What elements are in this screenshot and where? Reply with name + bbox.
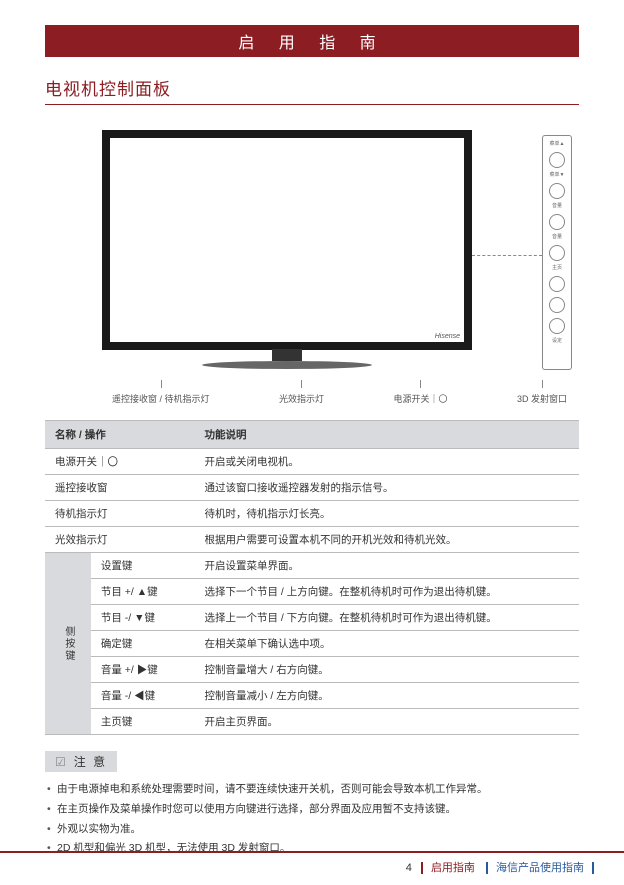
table-row: 音量 -/ ◀键控制音量减小 / 左方向键。 <box>45 683 579 709</box>
tv-frame: Hisense <box>102 130 472 350</box>
row-name: 确定键 <box>91 631 195 657</box>
note-item: 在主页操作及菜单操作时您可以使用方向键进行选择，部分界面及应用暂不支持该键。 <box>45 800 579 820</box>
callout-3d-emitter: 3D 发射窗口 <box>517 380 567 405</box>
note-list: 由于电源掉电和系统处理需要时间，请不要连续快速开关机，否则可能会导致本机工作异常… <box>45 780 579 859</box>
footer-section-manual: 海信产品使用指南 <box>486 862 594 874</box>
row-desc: 选择上一个节目 / 下方向键。在整机待机时可作为退出待机键。 <box>195 605 579 631</box>
tv-stand-base <box>202 361 372 369</box>
footer-section-current: 启用指南 <box>421 862 483 874</box>
row-name: 音量 -/ ◀键 <box>91 683 195 709</box>
chapter-header: 启 用 指 南 <box>45 25 579 57</box>
note-item: 由于电源掉电和系统处理需要时间，请不要连续快速开关机，否则可能会导致本机工作异常… <box>45 780 579 800</box>
row-name: 设置键 <box>91 553 195 579</box>
remote-label: 音量 <box>552 204 562 209</box>
table-header-name: 名称 / 操作 <box>45 421 195 449</box>
note-section: 注 意 由于电源掉电和系统处理需要时间，请不要连续快速开关机，否则可能会导致本机… <box>45 751 579 859</box>
remote-button-icon <box>549 214 565 230</box>
row-name: 节目 +/ ▲键 <box>91 579 195 605</box>
connector-line <box>472 255 542 256</box>
table-row: 待机指示灯待机时，待机指示灯长亮。 <box>45 501 579 527</box>
row-name: 待机指示灯 <box>45 501 195 527</box>
side-button-panel: 菜单▲ 菜单▼ 音量 音量 主页 设定 <box>542 135 572 370</box>
remote-label: 主页 <box>552 266 562 271</box>
note-title: 注 意 <box>45 751 117 772</box>
remote-button-icon <box>549 276 565 292</box>
row-desc: 开启主页界面。 <box>195 709 579 735</box>
callout-light-effect: 光效指示灯 <box>279 380 324 405</box>
remote-button-icon <box>549 297 565 313</box>
section-title: 电视机控制面板 <box>45 75 579 105</box>
row-desc: 开启设置菜单界面。 <box>195 553 579 579</box>
row-desc: 在相关菜单下确认选中项。 <box>195 631 579 657</box>
remote-button-icon <box>549 318 565 334</box>
remote-button-icon <box>549 152 565 168</box>
table-row: 音量 +/ ▶键控制音量增大 / 右方向键。 <box>45 657 579 683</box>
row-desc: 根据用户需要可设置本机不同的开机光效和待机光效。 <box>195 527 579 553</box>
row-name: 主页键 <box>91 709 195 735</box>
remote-label: 设定 <box>552 339 562 344</box>
tv-diagram: Hisense 菜单▲ 菜单▼ 音量 音量 主页 设定 遥控接收窗 / 待机指示… <box>52 125 572 405</box>
table-row: 确定键在相关菜单下确认选中项。 <box>45 631 579 657</box>
page-number: 4 <box>406 862 418 874</box>
row-name: 节目 -/ ▼键 <box>91 605 195 631</box>
table-header-desc: 功能说明 <box>195 421 579 449</box>
remote-label: 音量 <box>552 235 562 240</box>
row-name: 遥控接收窗 <box>45 475 195 501</box>
table-row: 主页键开启主页界面。 <box>45 709 579 735</box>
table-row: 节目 +/ ▲键选择下一个节目 / 上方向键。在整机待机时可作为退出待机键。 <box>45 579 579 605</box>
row-desc: 开启或关闭电视机。 <box>195 449 579 475</box>
remote-button-icon <box>549 183 565 199</box>
tv-stand-neck <box>272 349 302 361</box>
table-row: 遥控接收窗通过该窗口接收遥控器发射的指示信号。 <box>45 475 579 501</box>
page-footer: 4 启用指南 海信产品使用指南 <box>0 851 624 875</box>
row-name: 光效指示灯 <box>45 527 195 553</box>
callout-ir-standby: 遥控接收窗 / 待机指示灯 <box>112 380 210 405</box>
table-row: 电源开关｜〇开启或关闭电视机。 <box>45 449 579 475</box>
remote-label: 菜单▼ <box>550 173 565 178</box>
function-table: 名称 / 操作 功能说明 电源开关｜〇开启或关闭电视机。遥控接收窗通过该窗口接收… <box>45 420 579 735</box>
row-desc: 控制音量增大 / 右方向键。 <box>195 657 579 683</box>
row-desc: 通过该窗口接收遥控器发射的指示信号。 <box>195 475 579 501</box>
row-desc: 选择下一个节目 / 上方向键。在整机待机时可作为退出待机键。 <box>195 579 579 605</box>
side-group-label: 侧按键 <box>45 553 91 735</box>
row-name: 音量 +/ ▶键 <box>91 657 195 683</box>
row-desc: 待机时，待机指示灯长亮。 <box>195 501 579 527</box>
table-row: 侧按键设置键开启设置菜单界面。 <box>45 553 579 579</box>
note-item: 外观以实物为准。 <box>45 820 579 840</box>
row-name: 电源开关｜〇 <box>45 449 195 475</box>
table-row: 节目 -/ ▼键选择上一个节目 / 下方向键。在整机待机时可作为退出待机键。 <box>45 605 579 631</box>
tv-logo: Hisense <box>435 333 460 340</box>
remote-button-icon <box>549 245 565 261</box>
callout-power-switch: 电源开关｜〇 <box>393 380 447 405</box>
row-desc: 控制音量减小 / 左方向键。 <box>195 683 579 709</box>
table-row: 光效指示灯根据用户需要可设置本机不同的开机光效和待机光效。 <box>45 527 579 553</box>
remote-label: 菜单▲ <box>550 142 565 147</box>
